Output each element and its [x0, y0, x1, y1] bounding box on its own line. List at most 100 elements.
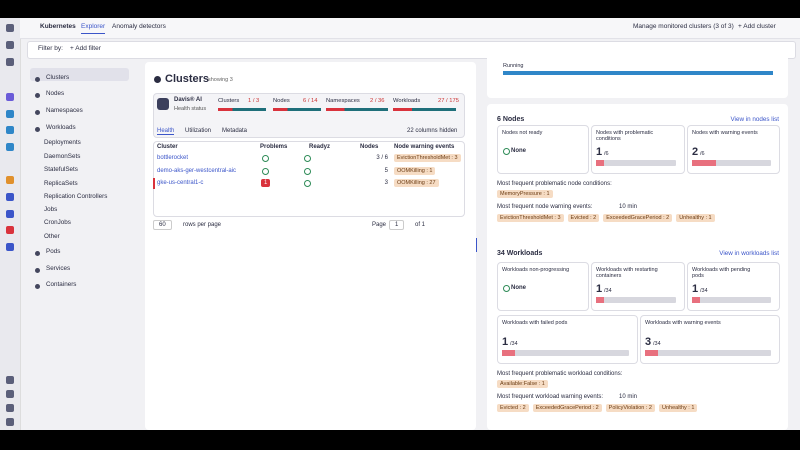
card-total: /6 [604, 151, 609, 157]
card-total: /34 [653, 341, 661, 347]
events-window: 10 min [619, 204, 638, 210]
nav-item[interactable]: Replication Controllers [44, 193, 108, 200]
card-bar [692, 160, 771, 166]
nav-icon [35, 77, 40, 82]
nav-icon [35, 93, 40, 98]
card-label: Nodes with warning events [692, 130, 758, 136]
card-label: Workloads with warning events [645, 320, 721, 326]
card-value: 1 [596, 283, 603, 295]
nav-item[interactable]: Other [44, 233, 60, 240]
tab[interactable]: Health [157, 128, 175, 135]
ok-icon [304, 155, 311, 162]
card-label: Nodes not ready [502, 130, 543, 136]
event-tag: OOMKilling : 27 [394, 179, 439, 187]
row-marker [153, 178, 155, 189]
nav-item[interactable]: Namespaces [46, 107, 83, 114]
section-title: 6 Nodes [497, 116, 525, 123]
cluster-link[interactable]: bottlerocket [157, 155, 189, 161]
columns-hidden: 22 columns hidden [407, 128, 458, 134]
stat-label: Namespaces [326, 98, 360, 104]
nav-item[interactable]: DaemonSets [44, 153, 81, 160]
nav-item[interactable]: ReplicaSets [44, 180, 78, 187]
manage-button[interactable]: Manage monitored clusters (3 of 3) [633, 23, 734, 30]
title-icon [154, 76, 161, 83]
card-total: /34 [604, 288, 612, 294]
stat-bar [393, 108, 456, 111]
app: Kubernetes Explorer Anomaly detectors Manag… [0, 18, 800, 430]
event-tag: Evicted : 2 [567, 214, 600, 222]
section-link[interactable]: View in workloads list [719, 250, 779, 257]
nav-item[interactable]: CronJobs [44, 219, 71, 226]
tab[interactable]: Metadata [222, 128, 248, 134]
stat-value: 6 / 14 [303, 98, 318, 104]
selected-item [30, 68, 129, 81]
stat-value: 1 / 3 [248, 98, 260, 104]
top-nav [20, 18, 800, 39]
event-tag: Unhealthy : 1 [676, 214, 715, 222]
nav-icon [35, 127, 40, 132]
splitter [476, 238, 477, 252]
card-label: Workloads with restarting containers [596, 267, 658, 279]
page-title: Clusters [165, 73, 210, 85]
page-of: of 1 [415, 222, 426, 228]
card-value: None [511, 148, 526, 154]
card-bar [692, 297, 771, 303]
nav-icon [35, 268, 40, 273]
davis-icon [157, 98, 169, 110]
event-tag: EvictionThresholdMet : 3 [497, 214, 564, 222]
nav-item[interactable]: Containers [46, 281, 77, 288]
events-title: Most frequent node warning events: [497, 204, 593, 210]
nav-item[interactable]: Workloads [46, 124, 76, 131]
add-cluster-button[interactable]: + Add cluster [738, 23, 776, 30]
ok-icon [262, 167, 269, 175]
event-tag: EvictionThresholdMet : 3 [394, 154, 461, 162]
stat-label: Nodes [273, 98, 290, 104]
card-value: 3 [645, 336, 652, 348]
event-tag: ExceededGracePeriod : 2 [603, 214, 673, 222]
card-bar [502, 350, 629, 356]
nav-item[interactable]: Clusters [46, 74, 70, 81]
card-value: 1 [502, 336, 509, 348]
stat-bar [273, 108, 321, 111]
card-bar [596, 297, 676, 303]
event-tag: OOMKilling : 1 [394, 166, 436, 175]
stat-card [497, 125, 589, 174]
column-header: Problems [260, 144, 288, 150]
page-size[interactable]: 60 [153, 220, 172, 230]
nav-item[interactable]: Pods [46, 248, 61, 255]
stat-label: Workloads [393, 98, 421, 104]
stat-value: 2 / 36 [370, 98, 385, 104]
running-bar [503, 71, 773, 75]
nodes-cell: 5 [384, 167, 388, 174]
showing: showing 3 [208, 77, 233, 83]
filter-label: Filter by: [38, 45, 63, 52]
conditions-title: Most frequent problematic node condition… [497, 181, 612, 187]
stat-bar [218, 108, 266, 111]
add-filter[interactable]: + Add filter [70, 45, 101, 52]
stat-bar [326, 108, 388, 111]
icon-rail [0, 18, 21, 430]
nav-item[interactable]: Services [46, 265, 71, 272]
davis-subtitle: Health status [174, 106, 207, 112]
cluster-link[interactable]: demo-aks-ger-westcentral-aic [157, 167, 237, 174]
card-total: /6 [700, 151, 705, 157]
page-number[interactable]: 1 [389, 220, 405, 230]
condition-tag: MemoryPressure : 1 [497, 190, 553, 198]
cluster-link[interactable]: gke-us-central1-c [157, 180, 204, 186]
events-title: Most frequent workload warning events: [497, 394, 604, 400]
tab[interactable]: Utilization [185, 128, 212, 134]
tab[interactable]: Explorer [81, 23, 106, 34]
events: Evicted : 2 ExceededGracePeriod : 2 Policy… [497, 404, 701, 412]
nav-item[interactable]: Jobs [44, 206, 58, 213]
page-label: Page [372, 222, 387, 228]
nav-item[interactable]: Nodes [46, 90, 65, 97]
nav-icon [35, 284, 40, 289]
tab[interactable]: Anomaly detectors [112, 23, 166, 30]
nav-item[interactable]: Deployments [44, 139, 81, 146]
ok-icon [304, 167, 311, 175]
card-value: 1 [596, 146, 603, 158]
nav-item[interactable]: StatefulSets [44, 166, 78, 173]
card-value: 1 [692, 283, 699, 295]
section-link[interactable]: View in nodes list [730, 116, 779, 123]
